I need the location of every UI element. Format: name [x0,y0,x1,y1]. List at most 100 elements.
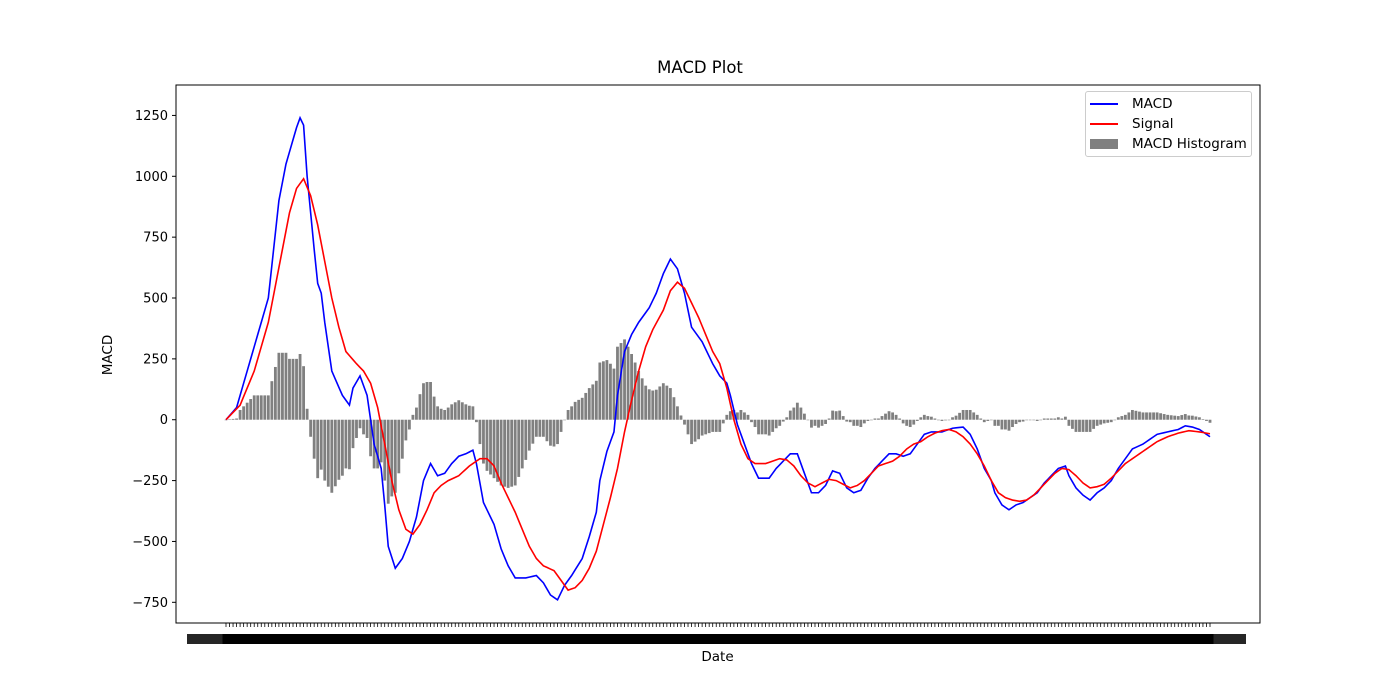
histogram-bar [933,418,937,420]
x-tick-label [1001,634,1009,644]
histogram-bar [390,419,394,497]
histogram-bar [901,419,905,424]
histogram-bar [404,419,408,441]
histogram-bar [827,418,831,420]
histogram-bar [1208,419,1212,423]
x-tick-label [289,634,297,644]
histogram-bar [912,419,916,425]
histogram-bar [676,406,679,420]
x-tick-label [822,634,830,644]
histogram-bar [785,417,789,420]
histogram-bar [651,390,655,420]
histogram-bar [753,419,757,428]
histogram-bar [1194,416,1198,420]
histogram-bar [1127,412,1131,420]
x-tick-label [423,634,431,644]
x-tick-label [1083,634,1091,644]
x-tick-label [550,634,558,644]
histogram-bar [654,389,658,420]
x-tick-label [765,634,773,644]
x-tick-label [815,634,823,644]
x-tick-label [769,634,777,644]
histogram-bar [859,419,863,428]
histogram-bar [499,419,503,486]
histogram-bar [862,419,866,424]
x-tick-label [518,634,526,644]
x-tick-label [575,634,583,644]
x-tick-label [427,634,435,644]
histogram-bar [1067,419,1071,426]
x-tick-label [853,634,861,644]
x-tick-label [420,634,428,644]
x-tick-label [1097,634,1105,644]
x-tick-label [352,634,360,644]
x-tick-label [800,634,808,644]
x-tick-label [666,634,674,644]
histogram-bar [443,409,447,420]
histogram-bar [379,419,383,463]
x-tick-label [360,634,368,644]
x-tick-label [285,634,293,644]
x-tick-label [264,634,272,644]
histogram-bar [619,343,623,420]
histogram-bar [1007,419,1011,431]
histogram-bar [972,412,976,420]
histogram-bar [637,371,641,420]
x-tick-label [243,634,251,644]
x-tick-label [797,634,805,644]
x-tick-label [497,634,505,644]
histogram-bar [1039,419,1043,421]
x-tick-label [1114,634,1122,644]
x-tick-label [941,634,949,644]
x-tick-label [229,634,237,644]
x-tick-label [786,634,794,644]
x-tick-label [1023,634,1031,644]
x-tick-label [857,634,865,644]
histogram-bar [672,397,676,420]
histogram-bar [415,407,418,420]
histogram-bar [958,412,961,420]
x-tick-label [599,634,607,644]
x-tick-label [631,634,639,644]
histogram-bar [739,409,743,420]
histogram-bar [926,416,930,420]
x-tick-label [645,634,653,644]
y-tick-label: 250 [143,352,168,367]
histogram-bar [965,409,969,420]
x-tick-label [772,634,780,644]
x-tick-label [307,634,315,644]
histogram-bar [326,419,330,487]
histogram-bar [1123,414,1127,420]
x-tick-label [874,634,882,644]
x-tick-label [1167,634,1175,644]
x-tick-label [843,634,851,644]
x-tick-label [688,634,696,644]
histogram-bar [838,410,842,420]
x-tick-label [927,634,935,644]
x-tick-label [751,634,759,644]
histogram-bar [989,419,993,421]
histogram-bar [683,419,686,425]
histogram-bar [475,419,478,423]
histogram-bar [795,402,799,420]
legend-signal-label: Signal [1132,116,1174,132]
histogram-bar [348,419,351,470]
x-tick-label [1157,634,1165,644]
histogram-bar [750,419,753,423]
x-tick-label [1058,634,1066,644]
histogram-bar [1028,419,1032,421]
x-tick-label [458,634,466,644]
x-tick-label [949,634,957,644]
x-tick-label [998,634,1006,644]
histogram-bar [848,419,852,423]
histogram-bar [929,416,933,420]
histogram-bar [1180,415,1184,420]
histogram-bar [1085,419,1088,432]
histogram-bar [1159,413,1163,420]
histogram-bar [700,419,704,436]
histogram-bar [407,419,411,430]
histogram-bar [425,382,429,420]
histogram-bar [446,407,450,420]
histogram-bar [302,366,305,420]
histogram-bar [545,419,549,442]
